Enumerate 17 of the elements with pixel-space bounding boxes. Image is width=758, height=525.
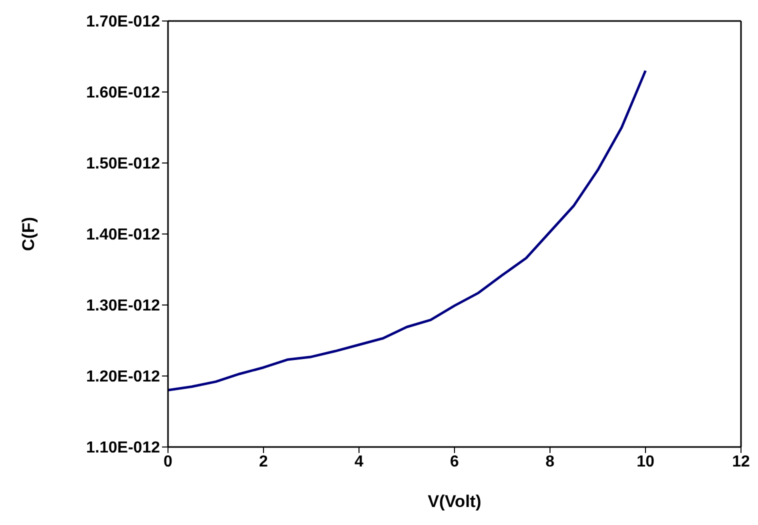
x-tick-label: 0 — [164, 453, 173, 470]
x-tick-label: 10 — [636, 453, 654, 470]
y-tick-label: 1.40E-012 — [86, 226, 160, 244]
y-tick-label: 1.50E-012 — [86, 156, 160, 173]
x-axis-title: V(Volt) — [428, 492, 482, 511]
x-tick-label: 4 — [354, 453, 364, 470]
y-tick-label: 1.70E-012 — [86, 14, 160, 31]
y-tick-label: 1.30E-012 — [86, 298, 160, 315]
line-series — [168, 69, 647, 392]
x-tick-label: 8 — [546, 453, 555, 470]
y-tick-label: 1.20E-012 — [86, 368, 160, 386]
y-axis-title: C(F) — [19, 217, 38, 251]
y-tick-label: 1.10E-012 — [86, 440, 160, 457]
y-tick-label: 1.60E-012 — [86, 84, 160, 102]
x-tick-label: 2 — [259, 453, 268, 470]
x-tick-label: 12 — [732, 453, 750, 470]
x-tick-label: 6 — [450, 453, 460, 470]
